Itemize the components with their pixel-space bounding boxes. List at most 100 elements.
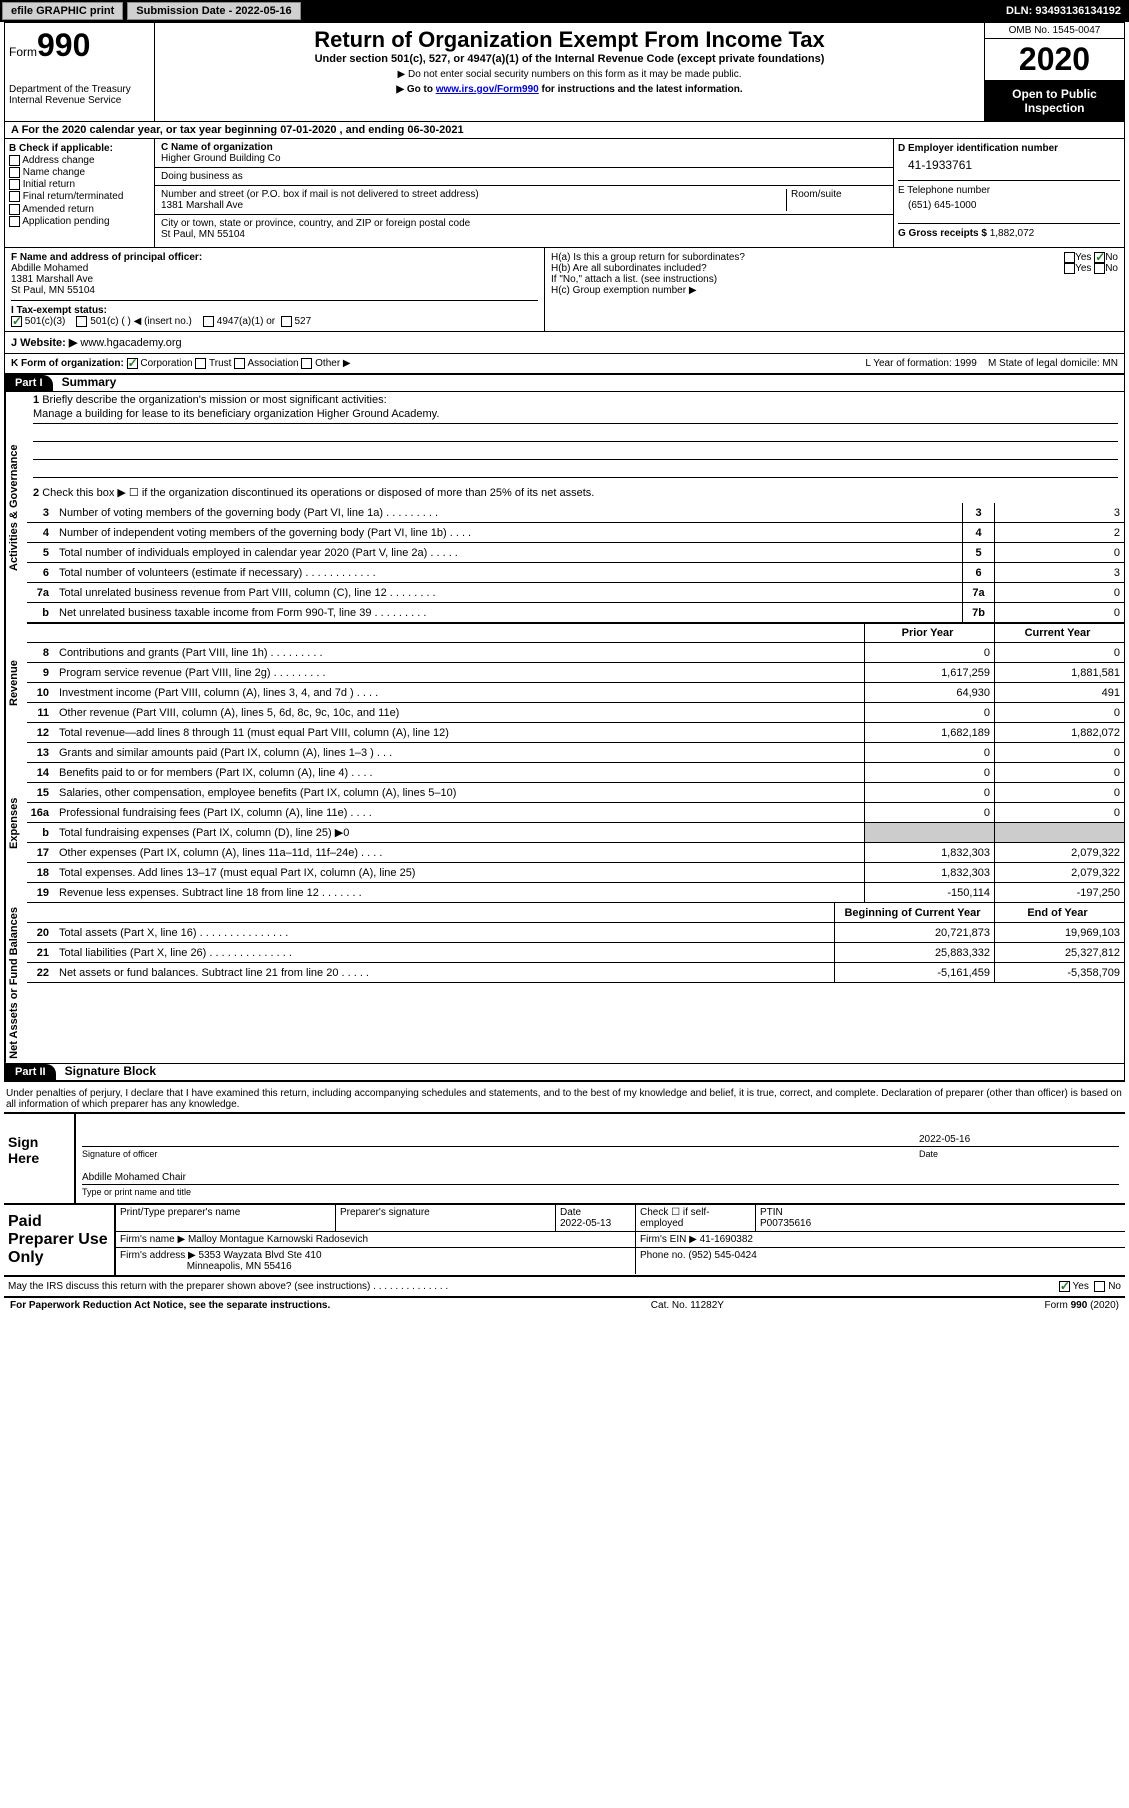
form-subtitle: Under section 501(c), 527, or 4947(a)(1)…: [159, 53, 980, 65]
ha-yes[interactable]: [1064, 252, 1075, 263]
section-revenue: Revenue Prior Year Current Year 8Contrib…: [5, 623, 1124, 743]
col-b-checkboxes: B Check if applicable: Address change Na…: [5, 139, 155, 247]
hb-yes[interactable]: [1064, 263, 1075, 274]
form-title: Return of Organization Exempt From Incom…: [159, 27, 980, 53]
prep-date: 2022-05-13: [560, 1218, 611, 1229]
line-13: 13Grants and similar amounts paid (Part …: [27, 743, 1124, 763]
line-22: 22Net assets or fund balances. Subtract …: [27, 963, 1124, 983]
print-name-label: Type or print name and title: [82, 1187, 1119, 1197]
perjury-text: Under penalties of perjury, I declare th…: [4, 1086, 1125, 1112]
form990-link[interactable]: www.irs.gov/Form990: [436, 84, 539, 95]
form-word: Form: [9, 45, 37, 59]
hdr-begin: Beginning of Current Year: [834, 903, 994, 922]
part1-title: Summary: [56, 375, 117, 389]
cb-app-pending[interactable]: Application pending: [9, 216, 150, 227]
hb-label: H(b) Are all subordinates included?: [551, 263, 1064, 274]
street-label: Number and street (or P.O. box if mail i…: [161, 189, 782, 200]
org-name-label: C Name of organization: [161, 142, 887, 153]
l2-text: Check this box ▶ ☐ if the organization d…: [42, 487, 594, 499]
discuss-question: May the IRS discuss this return with the…: [8, 1281, 1059, 1292]
line-17: 17Other expenses (Part IX, column (A), l…: [27, 843, 1124, 863]
line-21: 21Total liabilities (Part X, line 26) . …: [27, 943, 1124, 963]
tax-status-label: I Tax-exempt status:: [11, 305, 107, 316]
section-expenses: Expenses 13Grants and similar amounts pa…: [5, 743, 1124, 903]
sign-here-block: Sign Here 2022-05-16 Signature of office…: [4, 1112, 1125, 1205]
ein-value: 41-1933761: [898, 154, 1120, 176]
line-14: 14Benefits paid to or for members (Part …: [27, 763, 1124, 783]
line-9: 9Program service revenue (Part VIII, lin…: [27, 663, 1124, 683]
cb-other[interactable]: [301, 358, 312, 369]
tab-expenses: Expenses: [5, 743, 27, 903]
hb-note: If "No," attach a list. (see instruction…: [551, 274, 1118, 285]
submission-date: Submission Date - 2022-05-16: [127, 2, 300, 20]
form-footer: Form 990 (2020): [1045, 1300, 1120, 1311]
discuss-yes[interactable]: [1059, 1281, 1070, 1292]
line-12: 12Total revenue—add lines 8 through 11 (…: [27, 723, 1124, 743]
cb-4947[interactable]: [203, 316, 214, 327]
form-990: Form990 Department of the Treasury Inter…: [4, 22, 1125, 1082]
part2-title: Signature Block: [59, 1064, 156, 1078]
cb-final-return[interactable]: Final return/terminated: [9, 191, 150, 202]
ha-no[interactable]: [1094, 252, 1105, 263]
line-11: 11Other revenue (Part VIII, column (A), …: [27, 703, 1124, 723]
officer-print-name: Abdille Mohamed Chair: [82, 1172, 1119, 1183]
room-label: Room/suite: [787, 189, 887, 211]
top-bar: efile GRAPHIC print Submission Date - 20…: [0, 0, 1129, 22]
efile-print-button[interactable]: efile GRAPHIC print: [2, 2, 123, 20]
goto-post: for instructions and the latest informat…: [539, 84, 743, 95]
tab-governance: Activities & Governance: [5, 392, 27, 623]
tel-label: E Telephone number: [898, 185, 1120, 196]
website-label: J Website: ▶: [11, 337, 80, 349]
firm-ein: 41-1690382: [700, 1234, 753, 1245]
line-16a: 16aProfessional fundraising fees (Part I…: [27, 803, 1124, 823]
cb-amended[interactable]: Amended return: [9, 204, 150, 215]
sig-officer-label: Signature of officer: [82, 1149, 919, 1159]
form-org-label: K Form of organization:: [11, 358, 124, 369]
officer-addr1: 1381 Marshall Ave: [11, 274, 538, 285]
hb-no[interactable]: [1094, 263, 1105, 274]
tab-net: Net Assets or Fund Balances: [5, 903, 27, 1063]
cb-527[interactable]: [281, 316, 292, 327]
line-b: bTotal fundraising expenses (Part IX, co…: [27, 823, 1124, 843]
line-10: 10Investment income (Part VIII, column (…: [27, 683, 1124, 703]
cb-assoc[interactable]: [234, 358, 245, 369]
line-15: 15Salaries, other compensation, employee…: [27, 783, 1124, 803]
col-b-label: B Check if applicable:: [9, 143, 150, 154]
paid-preparer-label: Paid Preparer Use Only: [4, 1205, 114, 1275]
line-19: 19Revenue less expenses. Subtract line 1…: [27, 883, 1124, 903]
paid-preparer-block: Paid Preparer Use Only Print/Type prepar…: [4, 1205, 1125, 1277]
cb-corp[interactable]: [127, 358, 138, 369]
officer-addr2: St Paul, MN 55104: [11, 285, 538, 296]
omb-number: OMB No. 1545-0047: [985, 23, 1124, 39]
firm-name: Malloy Montague Karnowski Radosevich: [188, 1234, 368, 1245]
l1-label: Briefly describe the organization's miss…: [42, 394, 386, 406]
cb-trust[interactable]: [195, 358, 206, 369]
firm-addr1: 5353 Wayzata Blvd Ste 410: [199, 1250, 322, 1261]
cb-501c3[interactable]: [11, 316, 22, 327]
tel-value: (651) 645-1000: [898, 196, 1120, 215]
ssn-note: ▶ Do not enter social security numbers o…: [159, 69, 980, 80]
summary-line-5: 5Total number of individuals employed in…: [27, 543, 1124, 563]
city-value: St Paul, MN 55104: [161, 229, 887, 240]
sign-here-label: Sign Here: [4, 1114, 74, 1203]
dba-label: Doing business as: [161, 171, 887, 182]
summary-line-6: 6Total number of volunteers (estimate if…: [27, 563, 1124, 583]
cat-no: Cat. No. 11282Y: [330, 1300, 1044, 1311]
ha-label: H(a) Is this a group return for subordin…: [551, 252, 1064, 263]
cb-address-change[interactable]: Address change: [9, 155, 150, 166]
hc-label: H(c) Group exemption number ▶: [551, 285, 1118, 296]
summary-line-3: 3Number of voting members of the governi…: [27, 503, 1124, 523]
section-governance: Activities & Governance 1 Briefly descri…: [5, 392, 1124, 623]
cb-initial-return[interactable]: Initial return: [9, 179, 150, 190]
city-label: City or town, state or province, country…: [161, 218, 887, 229]
discuss-no[interactable]: [1094, 1281, 1105, 1292]
sig-date: 2022-05-16: [919, 1134, 1119, 1145]
public-inspection: Open to Public Inspection: [985, 81, 1124, 121]
tax-year: 2020: [985, 39, 1124, 81]
cb-501c[interactable]: [76, 316, 87, 327]
ptin: P00735616: [760, 1218, 811, 1229]
officer-label: F Name and address of principal officer:: [11, 252, 538, 263]
website-url: www.hgacademy.org: [80, 337, 181, 349]
cb-name-change[interactable]: Name change: [9, 167, 150, 178]
officer-name: Abdille Mohamed: [11, 263, 538, 274]
